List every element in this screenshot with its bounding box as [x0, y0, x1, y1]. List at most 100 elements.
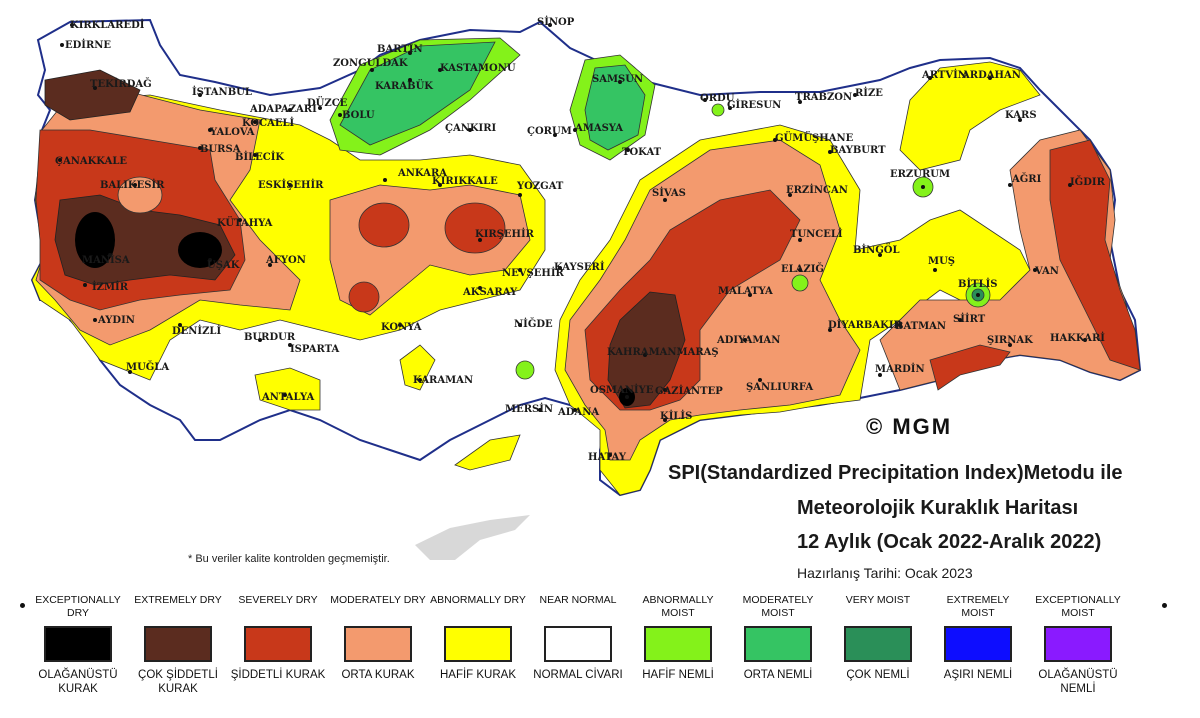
- city-bayburt: BAYBURT: [830, 145, 886, 156]
- city-yozgat: YOZGAT: [516, 181, 564, 192]
- city-aydin: AYDIN: [97, 315, 135, 326]
- map-title-line1: SPI(Standardized Precipitation Index)Met…: [668, 462, 1123, 484]
- legend-label-en: NEAR NORMAL: [539, 594, 617, 606]
- legend-label-tr: ÇOK ŞİDDETLİ KURAK: [138, 669, 218, 695]
- city-kahramanmaras: KAHRAMANMARAŞ: [607, 347, 719, 358]
- city-mardin: MARDİN: [875, 362, 925, 375]
- legend-label-en: SEVERELY DRY: [238, 594, 318, 606]
- legend-item: EXCEPTIONALLY DRY OLAĞANÜSTÜ KURAK: [30, 594, 126, 696]
- city-sanliurfa: ŞANLIURFA: [746, 382, 813, 393]
- city-cankiri: ÇANKIRI: [445, 123, 497, 134]
- city-usak: UŞAK: [207, 260, 240, 271]
- city-mus: MUŞ: [928, 256, 955, 267]
- city-balikesir: BALIKESİR: [100, 178, 165, 191]
- city-nigde: NİĞDE: [514, 317, 553, 330]
- map-title-line2: Meteorolojik Kuraklık Haritası: [797, 497, 1079, 519]
- city-istanbul: İSTANBUL: [192, 85, 252, 98]
- legend-swatch: [244, 626, 312, 662]
- legend-swatch: [844, 626, 912, 662]
- city-kutahya: KÜTAHYA: [217, 216, 273, 229]
- city-kocaeli: KOCAELİ: [242, 116, 295, 129]
- zone-severely-dry-kirsehir: [444, 202, 506, 254]
- bullet-right: [1162, 603, 1167, 608]
- legend-item: MODERATELY DRY ORTA KURAK: [330, 594, 426, 682]
- city-adana: ADANA: [557, 407, 599, 418]
- city-manisa: MANİSA: [82, 253, 130, 266]
- zone-abnormally-dry-karaman: [399, 344, 436, 391]
- legend-label-tr: OLAĞANÜSTÜ KURAK: [38, 669, 118, 695]
- legend-swatch: [44, 626, 112, 662]
- zone-exceptionally-dry-izmir: [75, 212, 115, 268]
- city-tunceli: TUNCELİ: [790, 227, 843, 240]
- city-batman: BATMAN: [895, 321, 946, 332]
- city-agri: AĞRI: [1011, 173, 1042, 185]
- city-bolu: BOLU: [342, 110, 375, 121]
- city-gaziantep: GAZİANTEP: [655, 384, 723, 397]
- city-samsun: SAMSUN: [592, 74, 643, 85]
- copyright-mgm: © MGM: [866, 414, 953, 439]
- zone-moist-nigde: [515, 360, 535, 380]
- city-mugla: MUĞLA: [126, 361, 169, 373]
- city-isparta: ISPARTA: [290, 344, 339, 355]
- city-zonguldak: ZONGULDAK: [333, 58, 408, 69]
- zone-severely-dry-ankara: [358, 202, 410, 248]
- legend-item: VERY MOIST ÇOK NEMLİ: [830, 594, 926, 682]
- city-kastamonu: KASTAMONU: [440, 63, 516, 74]
- legend-swatch: [144, 626, 212, 662]
- legend-label-en: EXTREMELY MOIST: [946, 594, 1010, 619]
- city-sivas: SİVAS: [652, 186, 686, 199]
- legend-label-en: MODERATELY DRY: [330, 594, 426, 606]
- legend-swatch: [544, 626, 612, 662]
- city-mersin: MERSİN: [505, 402, 553, 415]
- legend-swatch: [744, 626, 812, 662]
- zone-abnormally-dry-antalya: [254, 367, 321, 411]
- zone-moderately-moist-west-blacksea: [339, 41, 496, 146]
- city-labels: KIRKLAREDİ EDİRNE TEKİRDAĞ İSTANBUL YALO…: [55, 15, 1106, 463]
- legend-swatch: [344, 626, 412, 662]
- city-tokat: TOKAT: [622, 147, 662, 158]
- legend-label-en: MODERATELY MOIST: [742, 594, 814, 619]
- legend-label-en: ABNORMALLY MOIST: [642, 594, 714, 619]
- zone-moderately-dry-balikesir: [117, 176, 163, 214]
- legend-label-tr: ORTA KURAK: [341, 669, 415, 681]
- city-amasya: AMASYA: [574, 123, 623, 134]
- city-erzurum: ERZURUM: [890, 169, 950, 180]
- city-kilis: KİLİS: [660, 409, 692, 422]
- city-bursa: BURSA: [200, 144, 241, 155]
- city-giresun: GİRESUN: [727, 98, 781, 111]
- city-ordu: ORDU: [700, 93, 735, 104]
- city-yalova: YALOVA: [209, 127, 255, 138]
- city-kirikkale: KIRIKKALE: [432, 176, 498, 187]
- legend-item: EXTREMELY MOIST AŞIRI NEMLİ: [930, 594, 1026, 682]
- legend-label-tr: HAFİF NEMLİ: [642, 669, 714, 681]
- city-karabuk: KARABÜK: [375, 79, 433, 92]
- legend-label-en: ABNORMALLY DRY: [430, 594, 526, 606]
- legend-label-en: VERY MOIST: [845, 594, 911, 606]
- legend-swatch: [1044, 626, 1112, 662]
- legend-swatch: [944, 626, 1012, 662]
- city-ardahan: ARDAHAN: [961, 70, 1021, 81]
- city-gumushane: GÜMÜŞHANE: [775, 131, 854, 144]
- city-kirsehir: KIRŞEHİR: [475, 227, 535, 240]
- city-van: VAN: [1034, 266, 1059, 277]
- city-karaman: KARAMAN: [413, 375, 473, 386]
- city-eskisehir: ESKİŞEHİR: [258, 178, 324, 191]
- city-adiyaman: ADIYAMAN: [716, 335, 780, 346]
- city-corum: ÇORUM: [527, 126, 572, 137]
- legend-label-tr: AŞIRI NEMLİ: [943, 669, 1013, 681]
- legend-label-en: EXCEPTIONALLY DRY: [35, 594, 121, 619]
- legend-label-en: EXTREMELY DRY: [134, 594, 222, 606]
- city-rize: RİZE: [855, 86, 883, 99]
- city-trabzon: TRABZON: [795, 92, 852, 103]
- city-artvin: ARTVİN: [921, 68, 967, 81]
- legend-item: EXTREMELY DRY ÇOK ŞİDDETLİ KURAK: [130, 594, 226, 696]
- city-ankara: ANKARA: [397, 168, 447, 179]
- zone-severely-dry-konya: [348, 281, 380, 313]
- legend-item: MODERATELY MOIST ORTA NEMLİ: [730, 594, 826, 682]
- city-nevsehir: NEVŞEHİR: [502, 266, 564, 279]
- city-duzce: DÜZCE: [307, 96, 348, 109]
- city-konya: KONYA: [381, 322, 422, 333]
- city-burdur: BURDUR: [244, 332, 296, 343]
- city-hakkari: HAKKARİ: [1050, 331, 1105, 344]
